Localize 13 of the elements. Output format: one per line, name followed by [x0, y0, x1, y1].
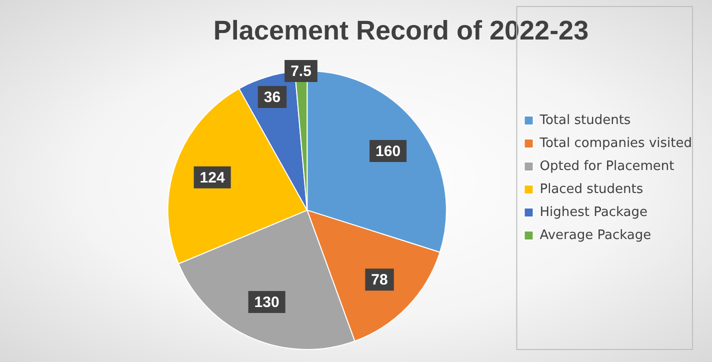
data-label: 36 — [264, 89, 281, 106]
legend-label: Highest Package — [540, 204, 648, 220]
legend-label: Opted for Placement — [540, 158, 674, 174]
data-label: 130 — [254, 294, 280, 312]
chart-title: Placement Record of 2022-23 — [213, 16, 589, 46]
data-label: 78 — [371, 272, 388, 289]
legend-label: Total students — [538, 112, 631, 128]
data-label: 7.5 — [290, 63, 312, 80]
legend-label: Placed students — [540, 182, 644, 197]
data-label: 124 — [200, 170, 226, 187]
legend-label: Total companies visited — [538, 136, 692, 151]
data-label: 160 — [376, 143, 401, 160]
legend-label: Average Package — [540, 228, 652, 243]
